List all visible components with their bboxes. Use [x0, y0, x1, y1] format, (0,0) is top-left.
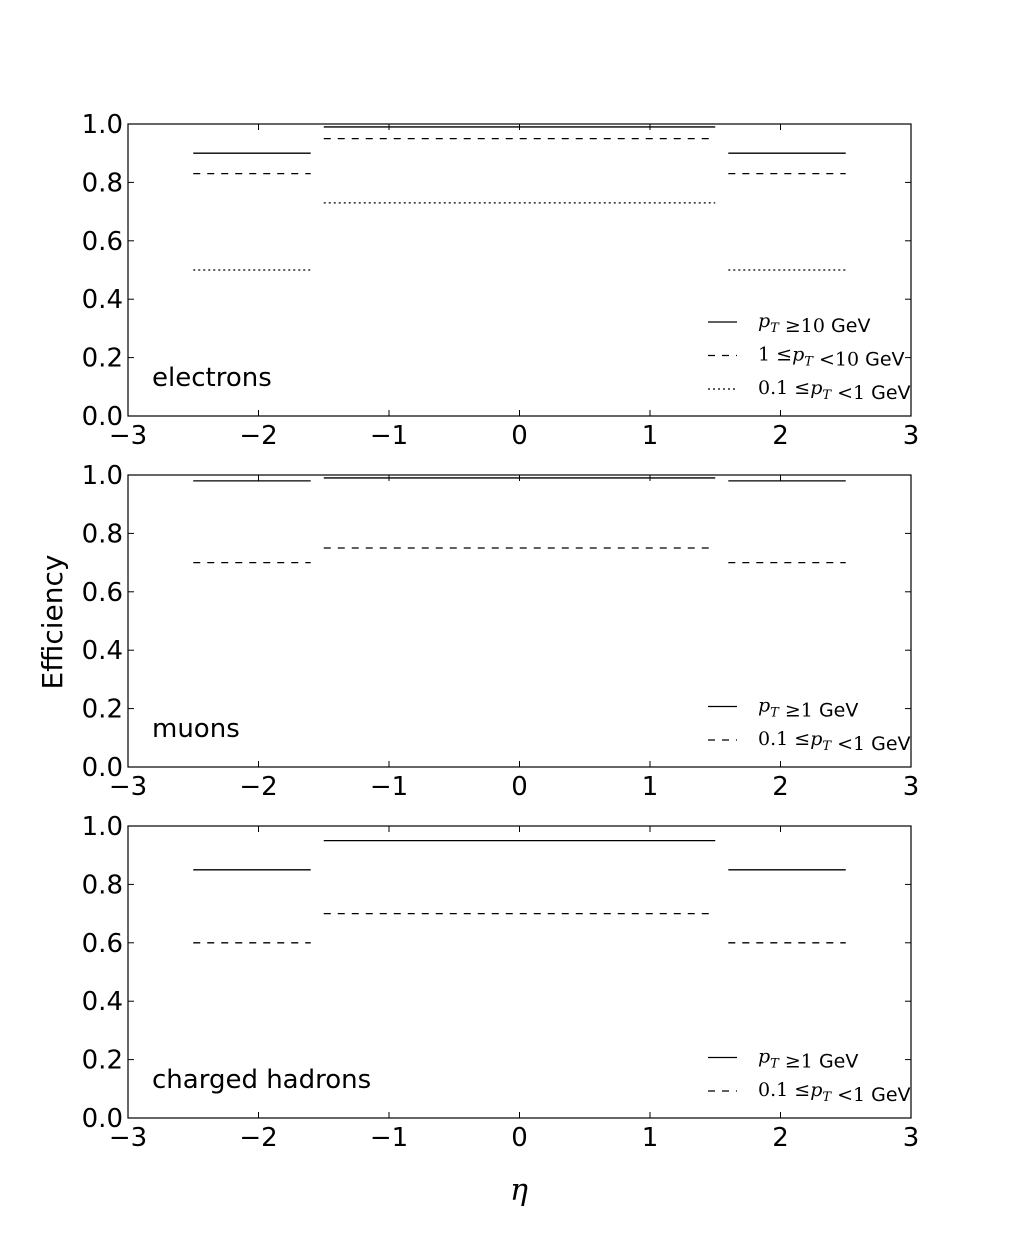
y-tick-label: 1.0 [82, 812, 123, 842]
x-tick-label: 2 [772, 1123, 789, 1153]
y-tick-label: 0.2 [82, 695, 123, 725]
x-tick-label: 1 [642, 1123, 659, 1153]
panel-charged-hadrons: −3 −2 −1 0 1 2 3 0.0 0.2 0.4 0.6 0.8 1.0 charged hadr… [82, 812, 920, 1153]
plot-frame [127, 474, 912, 768]
y-tick-label: 0.2 [82, 1046, 123, 1076]
legend-entry-1: pT ≥1 GeV [758, 695, 858, 722]
x-tick-label: −1 [370, 1123, 408, 1153]
y-axis-label: Efficiency [36, 555, 69, 690]
y-tick-label: 0.0 [82, 1104, 123, 1134]
x-tick-label: −1 [370, 772, 408, 802]
x-tick-label: 2 [772, 421, 789, 451]
x-tick-label: −3 [109, 1123, 147, 1153]
y-tick-label: 0.8 [82, 168, 123, 198]
y-tick-label: 0.4 [82, 987, 123, 1017]
y-tick-label: 0.0 [82, 753, 123, 783]
legend-entry-2: 1 ≤pT <10 GeV [758, 344, 905, 371]
y-tick-label: 1.0 [82, 110, 123, 140]
y-tick-label: 0.8 [82, 519, 123, 549]
x-tick-label: 1 [642, 421, 659, 451]
x-tick-label: 3 [903, 421, 920, 451]
y-tick-label: 0.2 [82, 344, 123, 374]
legend-entry-1: pT ≥10 GeV [758, 310, 870, 337]
panels: −3 −2 −1 0 1 2 3 0.0 0.2 0.4 0.6 0.8 1.0 electrons pT … [82, 110, 920, 1153]
y-tick-label: 1.0 [82, 461, 123, 491]
y-tick-label: 0.0 [82, 402, 123, 432]
legend-entry-2: 0.1 ≤pT <1 GeV [758, 1079, 911, 1106]
legend-entry-1: pT ≥1 GeV [758, 1046, 858, 1073]
y-tick-label: 0.8 [82, 870, 123, 900]
panel-label: muons [152, 714, 240, 744]
y-tick-label: 0.4 [82, 285, 123, 315]
x-tick-label: −1 [370, 421, 408, 451]
x-tick-label: −2 [239, 1123, 277, 1153]
panel-label: charged hadrons [152, 1065, 371, 1095]
x-tick-label: 3 [903, 1123, 920, 1153]
panel-electrons: −3 −2 −1 0 1 2 3 0.0 0.2 0.4 0.6 0.8 1.0 electrons pT … [82, 110, 920, 451]
legend-entry-3: 0.1 ≤pT <1 GeV [758, 377, 911, 404]
x-tick-label: 2 [772, 772, 789, 802]
y-tick-label: 0.6 [82, 227, 123, 257]
y-tick-label: 0.4 [82, 636, 123, 666]
x-axis-label: η [510, 1173, 528, 1208]
legend-entry-2: 0.1 ≤pT <1 GeV [758, 728, 911, 755]
panel-muons: −3 −2 −1 0 1 2 3 0.0 0.2 0.4 0.6 0.8 1.0 muons pT ≥1 G… [82, 461, 920, 802]
x-tick-label: 0 [511, 1123, 528, 1153]
x-tick-label: −2 [239, 772, 277, 802]
x-tick-label: 0 [511, 772, 528, 802]
x-tick-label: −2 [239, 421, 277, 451]
x-tick-label: −3 [109, 421, 147, 451]
x-tick-label: 0 [511, 421, 528, 451]
x-tick-label: 3 [903, 772, 920, 802]
panel-label: electrons [152, 363, 272, 393]
x-tick-label: 1 [642, 772, 659, 802]
y-tick-label: 0.6 [82, 929, 123, 959]
x-tick-label: −3 [109, 772, 147, 802]
y-tick-label: 0.6 [82, 578, 123, 608]
